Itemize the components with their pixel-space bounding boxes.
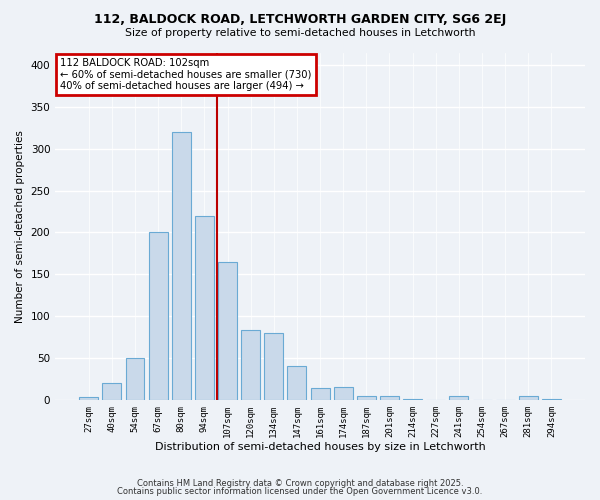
Bar <box>195 216 214 400</box>
Bar <box>125 358 145 400</box>
X-axis label: Distribution of semi-detached houses by size in Letchworth: Distribution of semi-detached houses by … <box>155 442 485 452</box>
Text: Size of property relative to semi-detached houses in Letchworth: Size of property relative to semi-detach… <box>125 28 475 38</box>
Bar <box>103 383 121 400</box>
Bar <box>519 396 538 400</box>
Text: 112 BALDOCK ROAD: 102sqm
← 60% of semi-detached houses are smaller (730)
40% of : 112 BALDOCK ROAD: 102sqm ← 60% of semi-d… <box>61 58 312 91</box>
Bar <box>357 396 376 400</box>
Bar <box>241 330 260 400</box>
Bar <box>403 399 422 400</box>
Bar <box>149 232 167 400</box>
Bar <box>449 396 469 400</box>
Y-axis label: Number of semi-detached properties: Number of semi-detached properties <box>15 130 25 322</box>
Bar <box>218 262 237 400</box>
Bar <box>311 388 329 400</box>
Bar <box>287 366 307 400</box>
Bar <box>542 399 561 400</box>
Text: Contains HM Land Registry data © Crown copyright and database right 2025.: Contains HM Land Registry data © Crown c… <box>137 478 463 488</box>
Bar <box>172 132 191 400</box>
Bar <box>380 396 399 400</box>
Bar <box>79 398 98 400</box>
Text: 112, BALDOCK ROAD, LETCHWORTH GARDEN CITY, SG6 2EJ: 112, BALDOCK ROAD, LETCHWORTH GARDEN CIT… <box>94 12 506 26</box>
Text: Contains public sector information licensed under the Open Government Licence v3: Contains public sector information licen… <box>118 487 482 496</box>
Bar <box>265 333 283 400</box>
Bar <box>334 388 353 400</box>
